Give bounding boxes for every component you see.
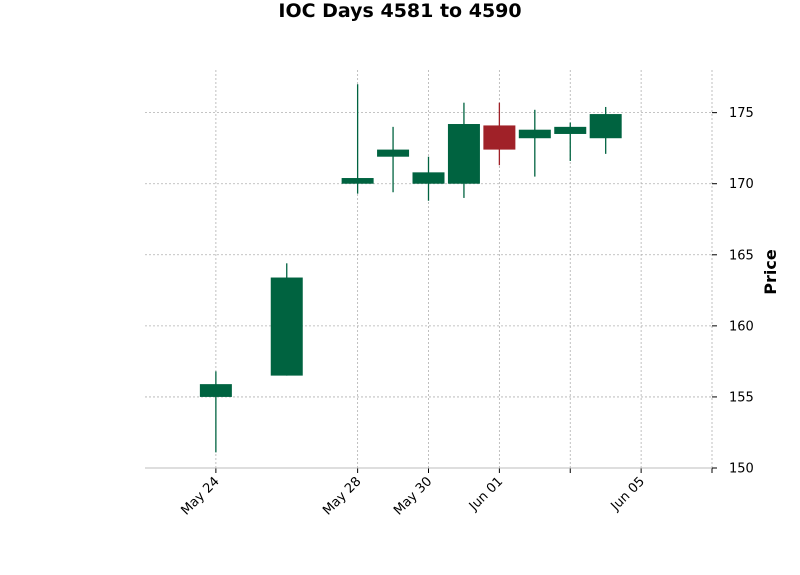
x-tick-label: May 30 — [391, 474, 435, 518]
candle-body — [554, 126, 587, 134]
x-tick-label: May 24 — [178, 474, 222, 518]
candle-body — [518, 129, 551, 139]
grid — [145, 70, 713, 469]
y-tick-label: 170 — [729, 177, 754, 192]
candle-body — [270, 277, 303, 376]
x-tick-label: Jun 01 — [466, 474, 506, 514]
y-axis-label: Price — [761, 249, 780, 295]
y-tick-label: 165 — [729, 248, 754, 263]
x-tick-label: May 28 — [320, 474, 364, 518]
y-tick-label: 160 — [729, 319, 754, 334]
y-tick-label: 175 — [729, 106, 754, 121]
x-tick-label: Jun 05 — [608, 474, 648, 514]
candle-body — [483, 125, 516, 150]
candle-body — [589, 114, 622, 139]
candle-body — [199, 384, 232, 397]
chart-title: IOC Days 4581 to 4590 — [278, 0, 521, 22]
candle-body — [412, 172, 445, 184]
candle-body — [341, 178, 374, 184]
y-tick-label: 150 — [729, 462, 754, 477]
candle-body — [377, 149, 410, 157]
y-tick-label: 155 — [729, 390, 754, 405]
candle-body — [447, 124, 480, 184]
candles — [199, 84, 622, 453]
